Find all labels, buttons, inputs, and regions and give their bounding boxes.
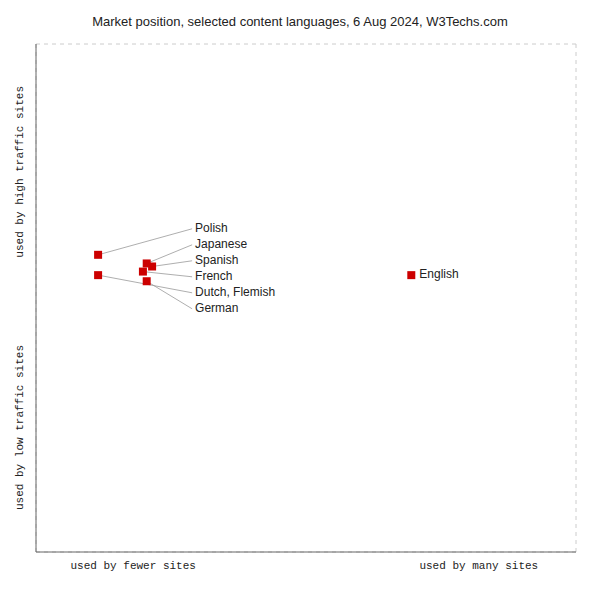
svg-text:English: English bbox=[419, 267, 458, 281]
svg-text:French: French bbox=[195, 269, 232, 283]
html-text:used by high traffic sites: used by high traffic sites bbox=[14, 86, 26, 258]
svg-text:Polish: Polish bbox=[195, 221, 228, 235]
html-text:used by many sites: used by many sites bbox=[419, 560, 539, 572]
svg-text:German: German bbox=[195, 301, 238, 315]
svg-text:Japanese: Japanese bbox=[195, 237, 247, 251]
svg-text:Spanish: Spanish bbox=[195, 253, 238, 267]
svg-text:Dutch, Flemish: Dutch, Flemish bbox=[195, 285, 275, 299]
html-text:used by fewer sites: used by fewer sites bbox=[70, 560, 196, 572]
html-text:Market position, selected cont: Market position, selected content langua… bbox=[92, 14, 508, 29]
html-text:used by low traffic sites: used by low traffic sites bbox=[14, 345, 26, 511]
